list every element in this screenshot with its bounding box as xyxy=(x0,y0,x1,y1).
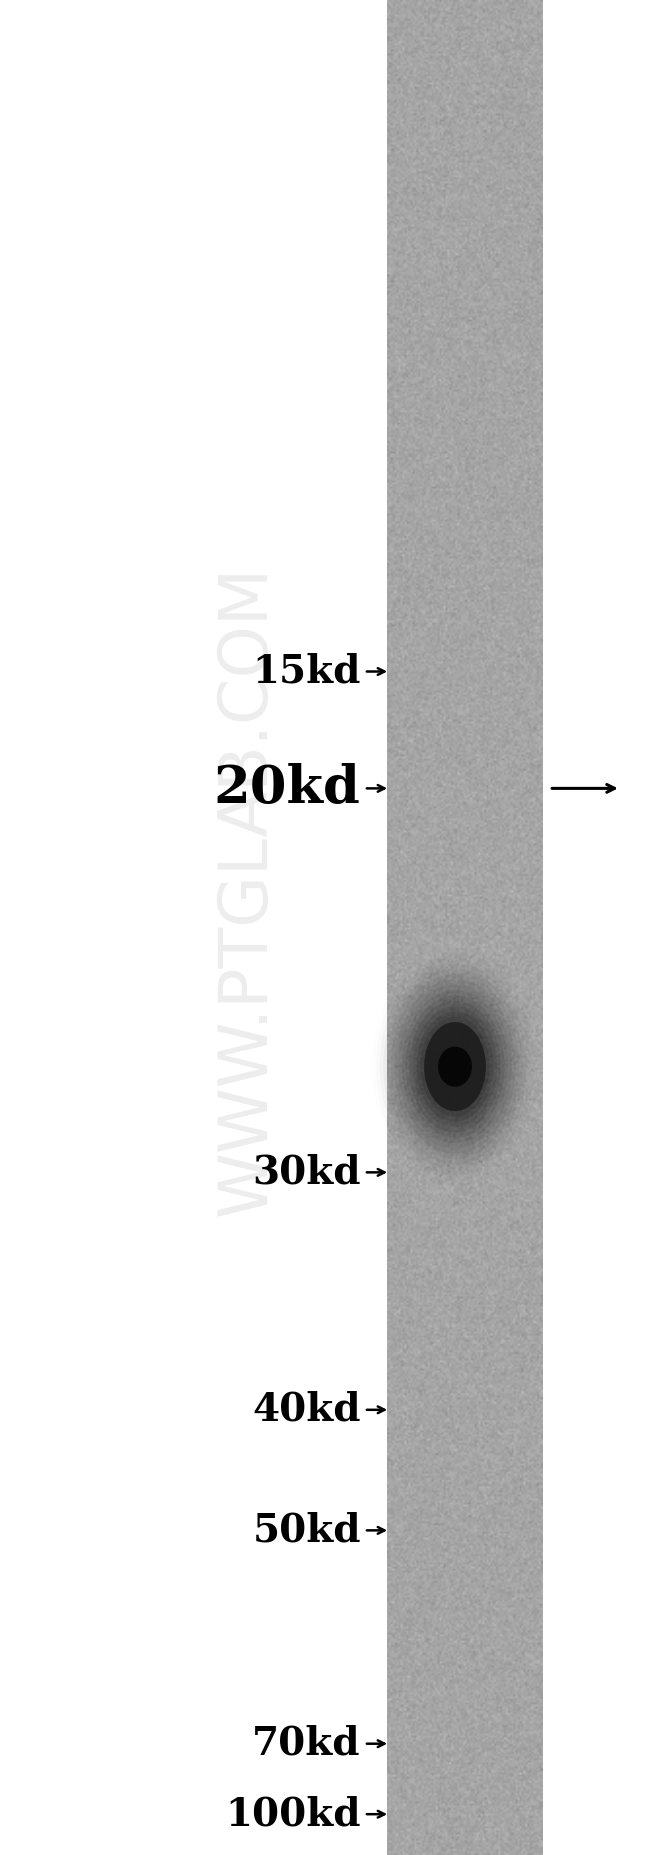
Ellipse shape xyxy=(410,1000,500,1133)
Ellipse shape xyxy=(413,1005,497,1128)
Text: WWW.PTGLAB.COM: WWW.PTGLAB.COM xyxy=(214,564,280,1217)
Text: 20kd: 20kd xyxy=(214,762,361,814)
Ellipse shape xyxy=(417,1011,493,1122)
Ellipse shape xyxy=(402,991,508,1143)
Ellipse shape xyxy=(424,1022,486,1111)
Text: 40kd: 40kd xyxy=(252,1391,361,1428)
Text: 70kd: 70kd xyxy=(252,1725,361,1762)
Ellipse shape xyxy=(438,1046,472,1087)
Text: 15kd: 15kd xyxy=(252,653,361,690)
Text: 50kd: 50kd xyxy=(252,1512,361,1549)
Ellipse shape xyxy=(421,1017,489,1117)
Ellipse shape xyxy=(398,985,512,1148)
Text: 30kd: 30kd xyxy=(252,1154,361,1191)
Ellipse shape xyxy=(424,1022,486,1111)
Text: 100kd: 100kd xyxy=(226,1796,361,1833)
Ellipse shape xyxy=(406,996,504,1137)
Ellipse shape xyxy=(395,979,515,1154)
